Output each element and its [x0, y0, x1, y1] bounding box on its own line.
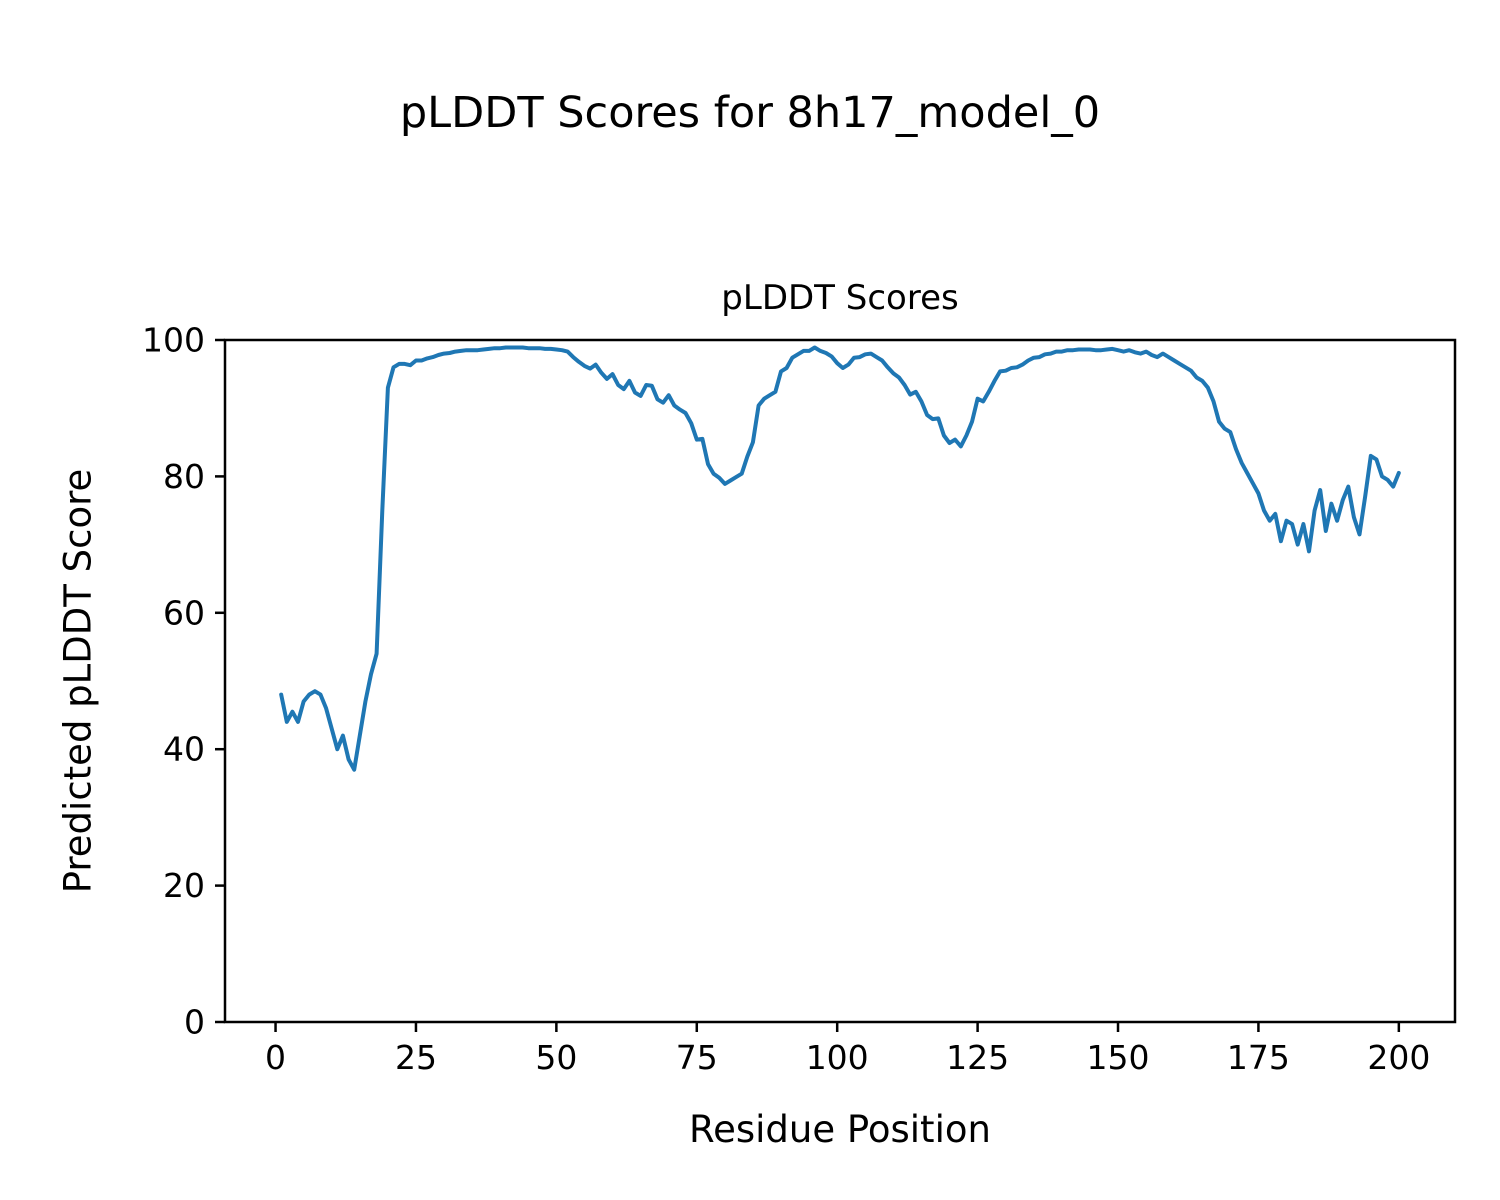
- x-tick-label: 150: [1087, 1038, 1150, 1077]
- x-tick-label: 125: [946, 1038, 1009, 1077]
- x-tick-label: 0: [265, 1038, 286, 1077]
- axes-title: pLDDT Scores: [721, 278, 959, 318]
- x-tick-label: 100: [806, 1038, 869, 1077]
- y-tick-label: 80: [163, 457, 205, 496]
- y-tick-label: 0: [184, 1003, 205, 1042]
- figure-title: pLDDT Scores for 8h17_model_0: [399, 88, 1101, 138]
- x-tick-label: 200: [1367, 1038, 1430, 1077]
- x-tick-label: 50: [535, 1038, 577, 1077]
- y-tick-label: 20: [163, 866, 205, 905]
- y-tick-label: 60: [163, 593, 205, 632]
- x-axis-label: Residue Position: [689, 1108, 991, 1151]
- y-tick-label: 100: [142, 321, 205, 360]
- plddt-line-series: [279, 345, 1401, 772]
- x-tick-label: 25: [395, 1038, 437, 1077]
- axes-spines: [223, 338, 1457, 1024]
- x-tick-label: 75: [676, 1038, 718, 1077]
- x-tick-label: 175: [1227, 1038, 1290, 1077]
- y-tick-label: 40: [163, 730, 205, 769]
